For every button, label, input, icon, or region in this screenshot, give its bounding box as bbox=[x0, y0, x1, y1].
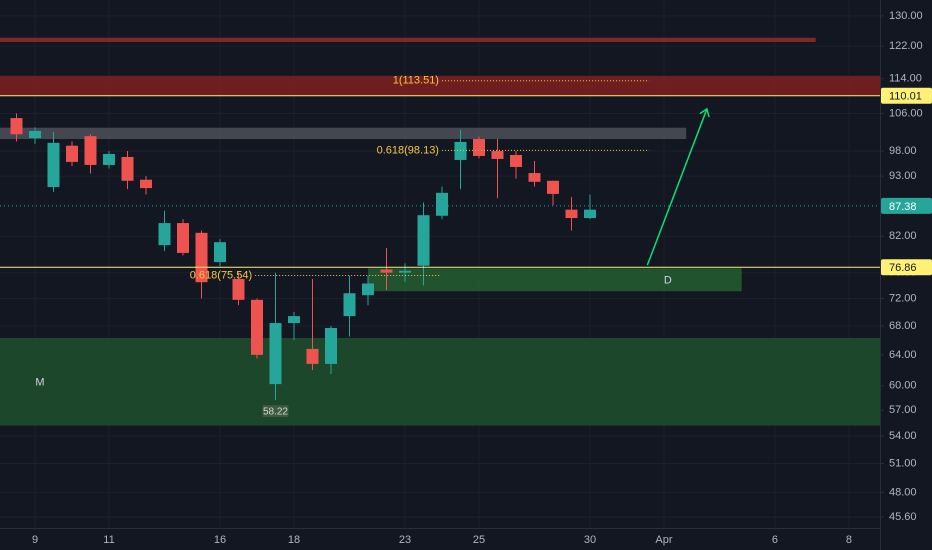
y-tick-label: 64.00 bbox=[889, 349, 917, 361]
zone-label: D bbox=[664, 275, 672, 287]
y-tick-label: 60.00 bbox=[889, 380, 917, 392]
candle-body bbox=[287, 316, 300, 324]
x-tick-label: 25 bbox=[473, 534, 485, 546]
candle-body bbox=[343, 293, 356, 317]
price-label: 87.38 bbox=[889, 201, 917, 213]
x-tick-label: Apr bbox=[655, 534, 672, 546]
fib-label: 0.618(75.54) bbox=[190, 269, 252, 281]
candle-body bbox=[214, 242, 226, 263]
y-tick-label: 45.60 bbox=[889, 511, 917, 523]
y-tick-label: 122.00 bbox=[889, 40, 923, 52]
fib-label: 0.618(98.13) bbox=[377, 144, 439, 156]
y-tick-label: 82.00 bbox=[889, 230, 917, 242]
x-tick-label: 8 bbox=[846, 534, 852, 546]
candle-body bbox=[232, 278, 245, 300]
x-tick-label: 18 bbox=[288, 534, 300, 546]
candle-body bbox=[324, 327, 337, 364]
candle-body bbox=[66, 145, 79, 162]
candle-body bbox=[491, 151, 504, 159]
zone bbox=[0, 75, 880, 96]
candle-body bbox=[509, 154, 522, 167]
candle-body bbox=[47, 142, 60, 188]
x-tick-label: 9 bbox=[32, 534, 38, 546]
price-label-box bbox=[881, 259, 932, 276]
candle-body bbox=[103, 153, 116, 165]
candle-body bbox=[177, 223, 190, 253]
candle-body bbox=[84, 136, 97, 165]
fib-label: 1(113.51) bbox=[393, 75, 439, 87]
zone bbox=[0, 127, 687, 140]
y-tick-label: 114.00 bbox=[889, 73, 922, 85]
candle-body bbox=[121, 156, 134, 181]
candle-body bbox=[306, 348, 319, 364]
y-tick-label: 106.00 bbox=[889, 107, 923, 119]
candle-body bbox=[546, 180, 559, 194]
candle-body bbox=[10, 118, 23, 135]
x-tick-label: 16 bbox=[214, 534, 226, 546]
candle-body bbox=[140, 179, 153, 189]
x-tick-label: 11 bbox=[103, 534, 114, 546]
candle-body bbox=[158, 223, 171, 246]
candle-body bbox=[435, 192, 448, 216]
y-tick-label: 68.00 bbox=[889, 320, 917, 332]
y-tick-label: 57.00 bbox=[889, 404, 917, 416]
price-label-box bbox=[881, 87, 932, 104]
candle-body bbox=[417, 215, 430, 266]
candle-body bbox=[195, 232, 208, 283]
zone bbox=[0, 37, 816, 43]
candle-body bbox=[565, 209, 578, 219]
y-tick-label: 72.00 bbox=[889, 292, 917, 304]
x-tick-label: 23 bbox=[399, 534, 411, 546]
price-label-box bbox=[881, 197, 932, 214]
candle-body bbox=[361, 283, 374, 296]
price-label: 76.86 bbox=[889, 262, 917, 274]
candle-body bbox=[583, 209, 596, 219]
candle-body bbox=[250, 299, 263, 355]
candle-body bbox=[380, 269, 393, 273]
y-tick-label: 98.00 bbox=[889, 145, 917, 157]
zone-label: M bbox=[35, 377, 44, 389]
candle-body bbox=[398, 270, 411, 273]
projection-arrow bbox=[646, 110, 706, 266]
y-tick-label: 130.00 bbox=[889, 10, 923, 22]
y-tick-label: 93.00 bbox=[889, 170, 917, 182]
y-tick-label: 51.00 bbox=[889, 457, 917, 469]
candle-body bbox=[269, 323, 282, 385]
candle-body bbox=[29, 130, 42, 139]
candle-body bbox=[528, 173, 541, 182]
x-tick-label: 30 bbox=[584, 534, 596, 546]
price-label: 110.01 bbox=[889, 91, 922, 103]
y-tick-label: 48.00 bbox=[889, 486, 917, 498]
y-tick-label: 54.00 bbox=[889, 430, 917, 442]
zone bbox=[367, 268, 742, 292]
low-label-box bbox=[262, 405, 289, 418]
low-label: 58.22 bbox=[263, 406, 288, 417]
zone bbox=[0, 337, 880, 426]
x-tick-label: 6 bbox=[772, 534, 778, 546]
candle-body bbox=[472, 139, 485, 156]
